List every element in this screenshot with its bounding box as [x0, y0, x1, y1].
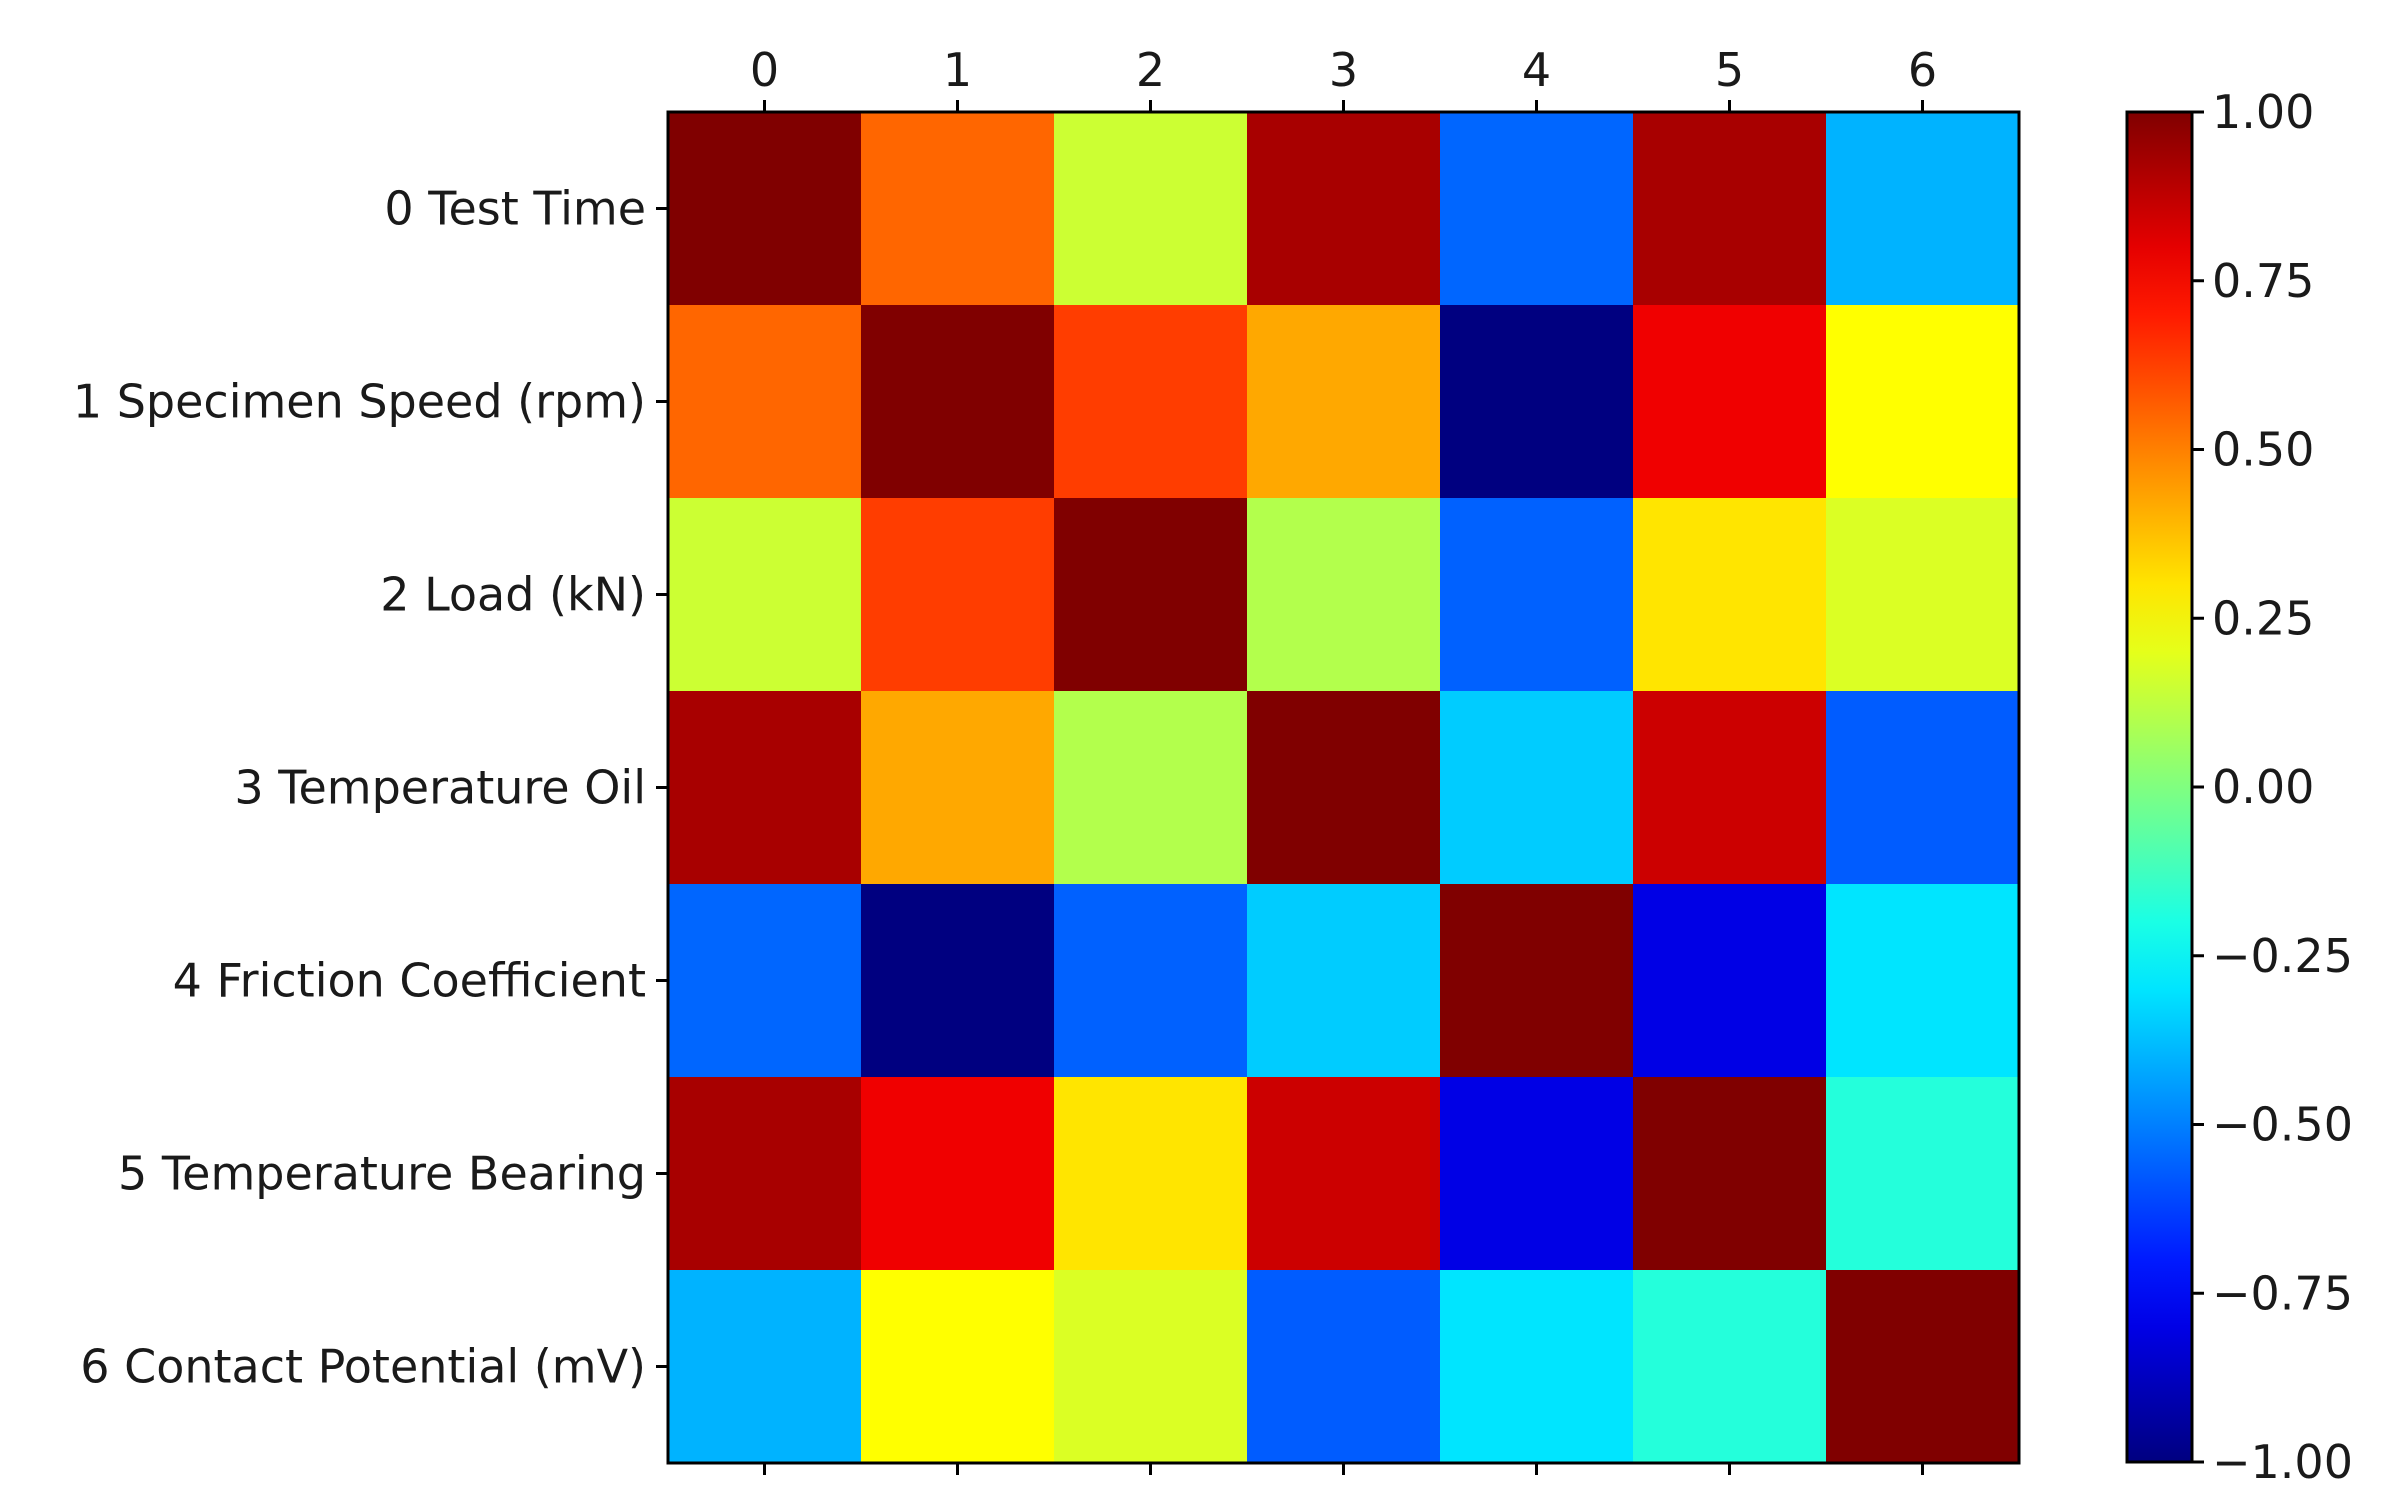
heatmap-cell-0-5	[1633, 112, 1827, 306]
heatmap-cell-2-3	[1247, 498, 1441, 692]
heatmap-cell-4-4	[1440, 884, 1634, 1078]
heatmap-cell-3-5	[1633, 691, 1827, 885]
heatmap-cell-3-2	[1054, 691, 1248, 885]
y-tick-label-1: 1 Specimen Speed (rpm)	[73, 375, 646, 429]
heatmap-cell-0-3	[1247, 112, 1441, 306]
heatmap-cell-3-1	[861, 691, 1055, 885]
heatmap-cell-4-6	[1826, 884, 2020, 1078]
colorbar-tick-label-6: −0.50	[2212, 1098, 2353, 1152]
heatmap-cell-3-6	[1826, 691, 2020, 885]
heatmap-cell-5-0	[668, 1077, 862, 1271]
heatmap-cell-6-2	[1054, 1270, 1248, 1464]
heatmap-cell-5-2	[1054, 1077, 1248, 1271]
x-tick-label-1: 1	[943, 43, 972, 97]
plot-frame	[666, 110, 2021, 1465]
x-tick-label-3: 3	[1329, 43, 1358, 97]
colorbar: 1.00 0.75 0.50 0.25 0.00 −0.25 −0.50 −0.75 −1.00	[2125, 85, 2353, 1489]
heatmap-cell-4-2	[1054, 884, 1248, 1078]
heatmap-cell-1-0	[668, 305, 862, 499]
x-tick-label-2: 2	[1136, 43, 1165, 97]
y-tick-label-3: 3 Temperature Oil	[234, 761, 646, 815]
x-tick-label-4: 4	[1522, 43, 1551, 97]
heatmap-cell-1-3	[1247, 305, 1441, 499]
heatmap-cell-3-3	[1247, 691, 1441, 885]
heatmap-cell-6-1	[861, 1270, 1055, 1464]
heatmap-cell-1-4	[1440, 305, 1634, 499]
heatmap-cell-4-0	[668, 884, 862, 1078]
heatmap-cell-6-3	[1247, 1270, 1441, 1464]
heatmap-cell-0-6	[1826, 112, 2020, 306]
x-axis-ticks: 0 1 2 3 4 5 6	[750, 43, 1937, 1475]
y-tick-label-0: 0 Test Time	[384, 182, 646, 236]
y-tick-label-4: 4 Friction Coefficient	[173, 954, 646, 1008]
heatmap-cell-1-1	[861, 305, 1055, 499]
x-tick-label-5: 5	[1715, 43, 1744, 97]
heatmap-cell-6-5	[1633, 1270, 1827, 1464]
x-tick-label-0: 0	[750, 43, 779, 97]
colorbar-tick-label-3: 0.25	[2212, 591, 2314, 645]
colorbar-tick-label-4: 0.00	[2212, 760, 2314, 814]
y-axis-ticks: 0 Test Time 1 Specimen Speed (rpm) 2 Load …	[73, 182, 668, 1394]
heatmap-cell-2-0	[668, 498, 862, 692]
heatmap-cell-5-1	[861, 1077, 1055, 1271]
heatmap-cell-2-2	[1054, 498, 1248, 692]
heatmap-cells	[668, 112, 2020, 1464]
colorbar-tick-label-1: 0.75	[2212, 254, 2314, 308]
heatmap-cell-0-0	[668, 112, 862, 306]
heatmap-cell-5-3	[1247, 1077, 1441, 1271]
heatmap-cell-1-6	[1826, 305, 2020, 499]
heatmap-cell-3-4	[1440, 691, 1634, 885]
heatmap-cell-4-1	[861, 884, 1055, 1078]
heatmap-cell-2-1	[861, 498, 1055, 692]
heatmap-cell-6-4	[1440, 1270, 1634, 1464]
heatmap-cell-4-3	[1247, 884, 1441, 1078]
x-tick-label-6: 6	[1908, 43, 1937, 97]
heatmap-cell-5-5	[1633, 1077, 1827, 1271]
heatmap-cell-3-0	[668, 691, 862, 885]
heatmap-cell-0-4	[1440, 112, 1634, 306]
heatmap-cell-1-2	[1054, 305, 1248, 499]
heatmap-cell-2-6	[1826, 498, 2020, 692]
colorbar-tick-label-5: −0.25	[2212, 929, 2353, 983]
colorbar-tick-label-0: 1.00	[2212, 85, 2314, 139]
heatmap-cell-5-6	[1826, 1077, 2020, 1271]
heatmap-cell-6-6	[1826, 1270, 2020, 1464]
y-tick-label-5: 5 Temperature Bearing	[118, 1147, 646, 1201]
y-tick-label-2: 2 Load (kN)	[380, 568, 646, 622]
heatmap-cell-2-4	[1440, 498, 1634, 692]
heatmap-cell-2-5	[1633, 498, 1827, 692]
colorbar-ticks: 1.00 0.75 0.50 0.25 0.00 −0.25 −0.50 −0.75 −1.00	[2192, 85, 2353, 1489]
heatmap-cell-6-0	[668, 1270, 862, 1464]
heatmap-cell-0-2	[1054, 112, 1248, 306]
colorbar-tick-label-2: 0.50	[2212, 423, 2314, 477]
heatmap-cell-5-4	[1440, 1077, 1634, 1271]
colorbar-gradient	[2127, 112, 2192, 1462]
heatmap-cell-1-5	[1633, 305, 1827, 499]
heatmap-cell-0-1	[861, 112, 1055, 306]
y-tick-label-6: 6 Contact Potential (mV)	[80, 1340, 646, 1394]
heatmap-cell-4-5	[1633, 884, 1827, 1078]
colorbar-tick-label-8: −1.00	[2212, 1435, 2353, 1489]
colorbar-tick-label-7: −0.75	[2212, 1266, 2353, 1320]
